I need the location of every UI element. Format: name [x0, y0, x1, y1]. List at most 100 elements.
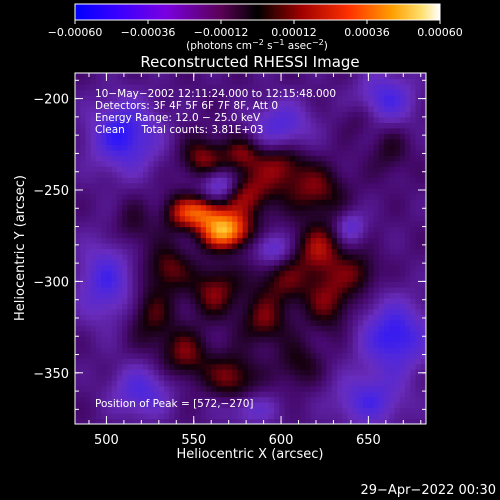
heatmap-cell: [326, 243, 333, 250]
heatmap-cell: [258, 138, 265, 145]
heatmap-cell: [127, 341, 134, 348]
heatmap-cell: [158, 341, 165, 348]
heatmap-cell: [373, 253, 380, 261]
heatmap-cell: [263, 418, 270, 424]
heatmap-cell: [106, 319, 113, 326]
heatmap-cell: [300, 297, 307, 304]
heatmap-cell: [420, 286, 426, 293]
heatmap-cell: [410, 385, 417, 392]
heatmap-cell: [148, 330, 155, 337]
heatmap-cell: [295, 314, 301, 321]
heatmap-cell: [80, 402, 87, 409]
heatmap-cell: [101, 352, 108, 359]
heatmap-cell: [405, 303, 411, 310]
heatmap-cell: [352, 89, 359, 96]
heatmap-cell: [137, 286, 144, 293]
heatmap-cell: [242, 253, 249, 261]
heatmap-cell: [226, 177, 233, 184]
heatmap-cell: [289, 100, 296, 107]
heatmap-cell: [389, 188, 396, 195]
heatmap-cell: [352, 122, 359, 129]
heatmap-cell: [284, 281, 291, 288]
heatmap-cell: [232, 358, 238, 365]
heatmap-cell: [420, 232, 426, 239]
heatmap-cell: [347, 248, 354, 255]
heatmap-cell: [200, 259, 207, 266]
heatmap-cell: [143, 330, 149, 337]
heatmap-cell: [342, 352, 349, 359]
heatmap-cell: [300, 210, 307, 217]
heatmap-cell: [331, 363, 338, 370]
heatmap-cell: [205, 160, 212, 167]
heatmap-cell: [247, 264, 254, 272]
heatmap-cell: [258, 303, 265, 310]
heatmap-cell: [101, 204, 108, 211]
heatmap-cell: [226, 248, 233, 255]
heatmap-cell: [336, 297, 343, 304]
heatmap-cell: [389, 264, 396, 272]
heatmap-cell: [347, 73, 354, 80]
heatmap-cell: [247, 221, 254, 228]
heatmap-cell: [321, 319, 328, 326]
heatmap-cell: [274, 199, 280, 206]
heatmap-cell: [242, 199, 249, 206]
heatmap-cell: [326, 286, 333, 293]
heatmap-cell: [232, 292, 238, 299]
heatmap-cell: [305, 396, 312, 403]
heatmap-cell: [378, 188, 385, 195]
heatmap-cell: [132, 204, 139, 211]
heatmap-cell: [242, 363, 249, 370]
heatmap-cell: [169, 407, 176, 414]
heatmap-cell: [289, 188, 296, 195]
heatmap-cell: [399, 248, 406, 255]
heatmap-cell: [174, 193, 181, 200]
heatmap-cell: [284, 89, 291, 96]
heatmap-cell: [185, 402, 191, 409]
heatmap-cell: [305, 369, 312, 376]
heatmap-cell: [148, 193, 155, 200]
heatmap-cell: [363, 341, 369, 348]
heatmap-cell: [394, 149, 401, 156]
heatmap-cell: [101, 314, 108, 321]
heatmap-cell: [174, 275, 181, 282]
heatmap-cell: [106, 270, 113, 277]
heatmap-cell: [226, 122, 233, 129]
heatmap-cell: [274, 232, 280, 239]
heatmap-cell: [216, 243, 223, 250]
heatmap-cell: [247, 347, 254, 354]
heatmap-cell: [305, 380, 312, 387]
heatmap-cell: [420, 385, 426, 392]
heatmap-cell: [111, 248, 118, 255]
heatmap-cell: [321, 380, 328, 387]
heatmap-cell: [80, 264, 87, 272]
heatmap-cell: [321, 177, 328, 184]
heatmap-cell: [336, 341, 343, 348]
heatmap-cell: [148, 253, 155, 261]
heatmap-cell: [295, 133, 301, 140]
heatmap-cell: [164, 188, 170, 195]
heatmap-cell: [232, 193, 238, 200]
heatmap-cell: [237, 144, 244, 151]
heatmap-cell: [295, 358, 301, 365]
heatmap-cell: [331, 89, 338, 96]
heatmap-cell: [85, 374, 92, 381]
heatmap-cell: [279, 303, 286, 310]
heatmap-cell: [185, 336, 191, 343]
heatmap-cell: [394, 78, 401, 85]
heatmap-cell: [111, 264, 118, 272]
heatmap-cell: [268, 319, 275, 326]
heatmap-cell: [211, 199, 218, 206]
heatmap-cell: [263, 210, 270, 217]
heatmap-cell: [295, 380, 301, 387]
heatmap-cell: [80, 314, 87, 321]
heatmap-cell: [221, 177, 228, 184]
heatmap-cell: [373, 144, 380, 151]
heatmap-cell: [247, 402, 254, 409]
heatmap-cell: [143, 210, 149, 217]
heatmap-cell: [226, 297, 233, 304]
heatmap-cell: [326, 237, 333, 244]
heatmap-cell: [211, 100, 218, 107]
heatmap-cell: [200, 210, 207, 217]
heatmap-cell: [85, 407, 92, 414]
heatmap-cell: [169, 105, 176, 112]
